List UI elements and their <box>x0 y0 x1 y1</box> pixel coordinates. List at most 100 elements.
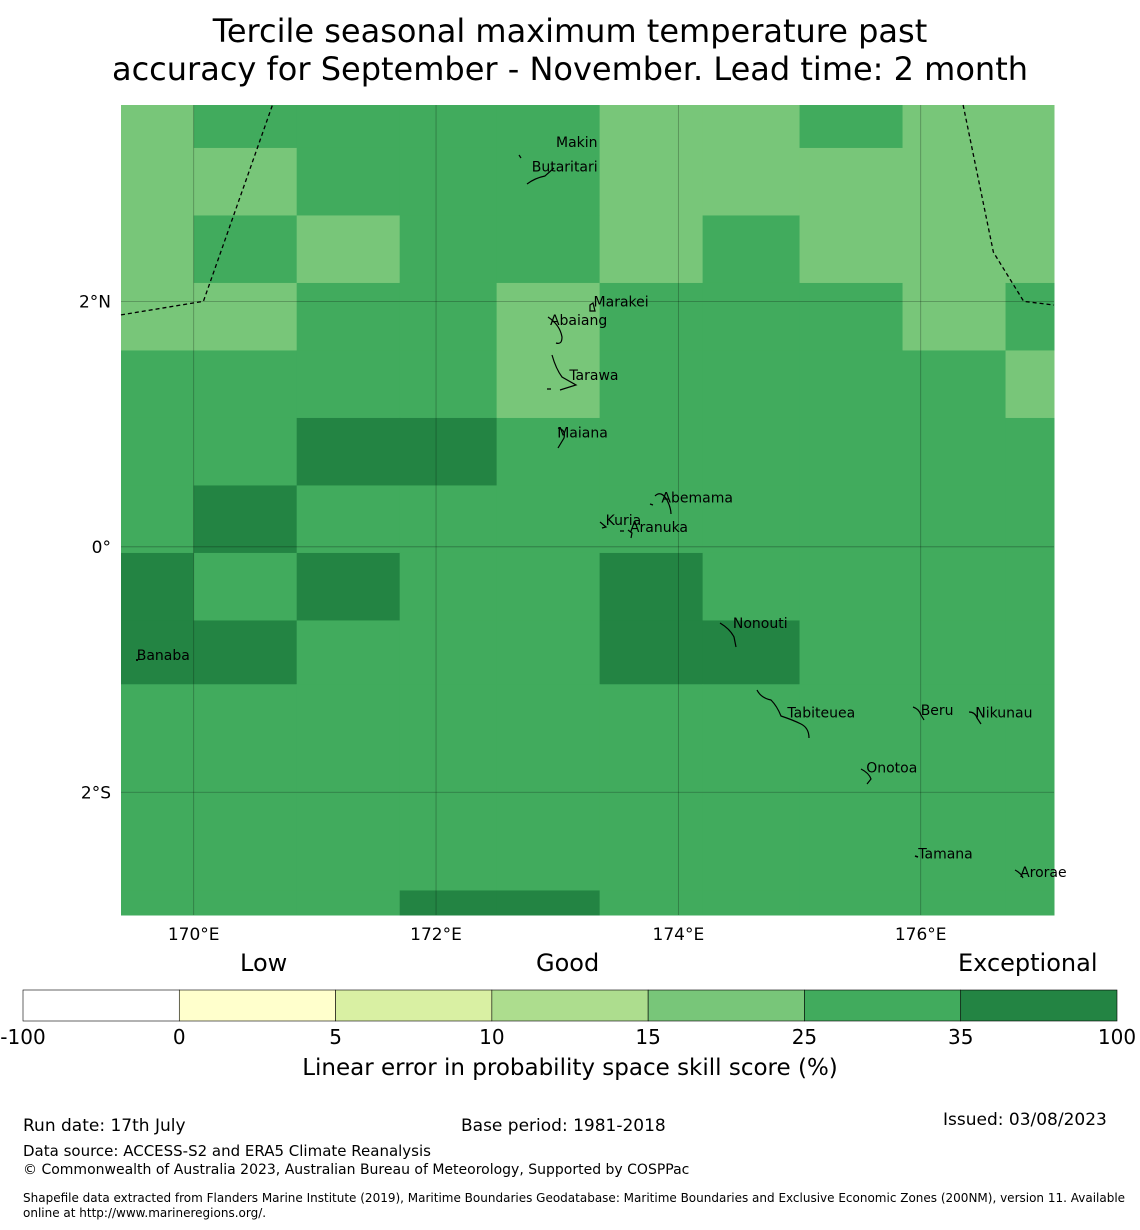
heatmap-cell <box>599 620 704 685</box>
latitude-tick: 0° <box>92 538 111 558</box>
heatmap-cell <box>799 282 904 351</box>
place-label: Kuria <box>606 513 642 529</box>
heatmap-cell <box>799 350 904 419</box>
heatmap-cell <box>702 350 801 419</box>
heatmap-cell <box>902 282 1007 351</box>
heatmap-cell <box>702 417 801 486</box>
heatmap-cell <box>121 105 195 149</box>
island-shape-tabiteuea <box>756 689 810 739</box>
heatmap-cell <box>296 350 401 419</box>
graticule <box>121 105 1054 915</box>
colorbar-bin <box>335 989 493 1022</box>
heatmap-cell <box>599 684 704 891</box>
colorbar-bin <box>491 989 649 1022</box>
latitude-tick: 2°S <box>81 783 111 803</box>
place-label: Onotoa <box>866 761 917 777</box>
heatmap-cell <box>902 105 1007 149</box>
heatmap-cell <box>799 620 904 685</box>
heatmap-cell <box>399 147 498 216</box>
heatmap-cell <box>799 890 904 916</box>
longitude-tick: 172°E <box>410 925 462 945</box>
island-shape-butaritari <box>526 167 555 185</box>
heatmap-cell <box>193 105 298 149</box>
colorbar-bin <box>804 989 962 1022</box>
island-shape-abaiang <box>547 316 563 344</box>
heatmap-cell <box>193 215 298 284</box>
colorbar-tick: 15 <box>635 1025 660 1049</box>
heatmap-cell <box>902 417 1007 486</box>
heatmap-cell <box>599 350 704 419</box>
longitude-tick: 174°E <box>653 925 705 945</box>
heatmap-cell <box>296 485 401 554</box>
heatmap-cell <box>902 147 1007 216</box>
island-shape-aranuka <box>620 529 633 539</box>
island-shape-nikunau <box>968 711 982 725</box>
heatmap-cell <box>902 485 1007 554</box>
legend-word-exceptional: Exceptional <box>958 949 1098 977</box>
heatmap-cell <box>296 620 401 685</box>
heatmap-cell <box>702 890 801 916</box>
place-label: Makin <box>556 135 598 151</box>
place-label: Nonouti <box>733 616 788 632</box>
heatmap-cell <box>1005 105 1055 149</box>
heatmap-cell <box>599 417 704 486</box>
heatmap-cell <box>599 215 704 284</box>
place-label: Abemama <box>661 491 733 507</box>
heatmap-cell <box>799 417 904 486</box>
heatmap-cell <box>1005 684 1055 891</box>
heatmap-cell <box>799 552 904 621</box>
heatmap-cell <box>902 890 1007 916</box>
heatmap-cell <box>399 890 498 916</box>
chart-title-line-2: accuracy for September - November. Lead … <box>111 50 1029 88</box>
colorbar-tick: 5 <box>329 1025 342 1049</box>
skill-heatmap <box>121 105 1055 916</box>
island-shape-marakei <box>589 302 596 312</box>
heatmap-cell <box>599 147 704 216</box>
colorbar-bin <box>22 989 180 1022</box>
heatmap-cell <box>599 282 704 351</box>
heatmap-cell <box>1005 417 1055 486</box>
heatmap-cell <box>1005 620 1055 685</box>
heatmap-cell <box>399 620 498 685</box>
heatmap-cell <box>702 282 801 351</box>
run-date: Run date: 17th July <box>23 1116 186 1136</box>
heatmap-cell <box>496 485 601 554</box>
heatmap-cell <box>496 890 601 916</box>
heatmap-cell <box>193 417 298 486</box>
legend-word-good: Good <box>536 949 600 977</box>
place-label: Butaritari <box>532 159 598 175</box>
heatmap-cell <box>121 485 195 554</box>
heatmap-cell <box>121 282 195 351</box>
heatmap-cell <box>193 890 298 916</box>
heatmap-cell <box>193 684 298 891</box>
heatmap-cell <box>121 620 195 685</box>
colorbar-tick: 10 <box>479 1025 504 1049</box>
heatmap-cell <box>799 147 904 216</box>
heatmap-cell <box>296 552 401 621</box>
heatmap-cell <box>399 350 498 419</box>
heatmap-cell <box>193 485 298 554</box>
heatmap-cell <box>902 350 1007 419</box>
heatmap-cell <box>296 282 401 351</box>
heatmap-cell <box>702 620 801 685</box>
heatmap-cell <box>399 552 498 621</box>
heatmap-cell <box>296 147 401 216</box>
heatmap-cell <box>399 684 498 891</box>
heatmap-cell <box>121 215 195 284</box>
heatmap-cell <box>1005 147 1055 216</box>
heatmap-cell <box>121 684 195 891</box>
heatmap-cell <box>121 890 195 916</box>
colorbar-tick: 0 <box>173 1025 186 1049</box>
island-shape-makin <box>518 154 522 159</box>
heatmap-cell <box>121 147 195 216</box>
heatmap-cell <box>702 684 801 891</box>
island-shape-nonouti <box>719 622 737 648</box>
heatmap-cell <box>902 552 1007 621</box>
heatmap-cell <box>193 350 298 419</box>
heatmap-cell <box>799 105 904 149</box>
legend-word-low: Low <box>240 949 288 977</box>
heatmap-cell <box>702 215 801 284</box>
place-label: Nikunau <box>975 706 1032 722</box>
heatmap-cell <box>1005 485 1055 554</box>
shapefile-credit: Shapefile data extracted from Flanders M… <box>23 1191 1126 1220</box>
